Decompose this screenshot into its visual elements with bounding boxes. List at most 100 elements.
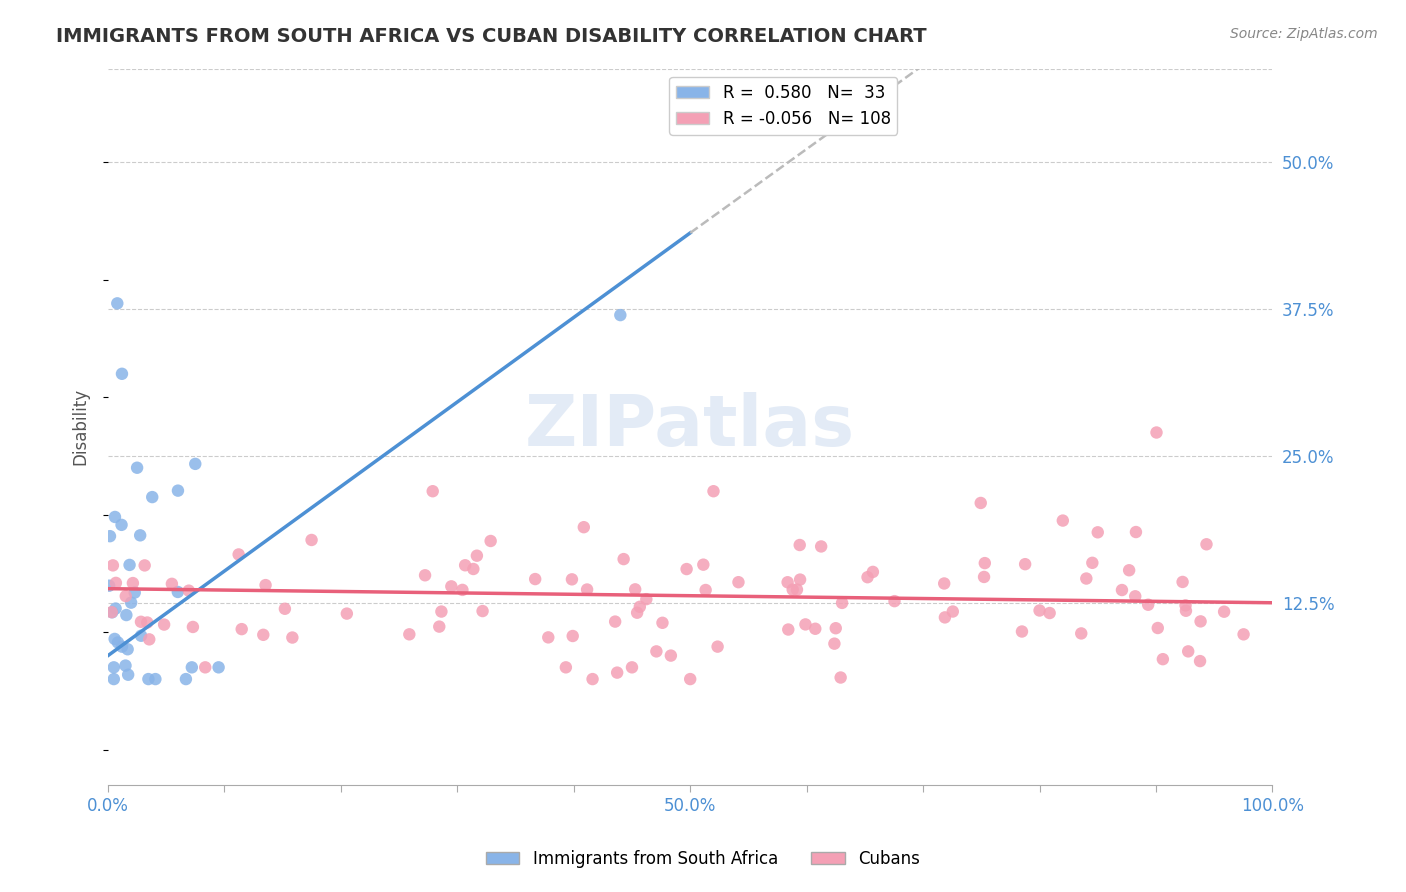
Point bbox=[1213, 605, 1236, 619]
Point bbox=[537, 631, 560, 645]
Point bbox=[107, 635, 129, 649]
Point bbox=[778, 623, 800, 637]
Point bbox=[129, 528, 152, 542]
Point bbox=[104, 575, 127, 590]
Point bbox=[98, 529, 121, 543]
Point bbox=[274, 601, 297, 615]
Point bbox=[606, 665, 628, 680]
Point bbox=[1087, 525, 1109, 540]
Point bbox=[103, 660, 125, 674]
Point bbox=[970, 496, 993, 510]
Point bbox=[651, 615, 673, 630]
Point bbox=[115, 608, 138, 623]
Point bbox=[824, 621, 846, 635]
Point bbox=[659, 648, 682, 663]
Point bbox=[181, 620, 204, 634]
Point bbox=[194, 660, 217, 674]
Point bbox=[104, 601, 127, 615]
Point bbox=[103, 672, 125, 686]
Point bbox=[98, 579, 121, 593]
Point bbox=[118, 558, 141, 572]
Point bbox=[1195, 537, 1218, 551]
Point bbox=[104, 510, 127, 524]
Point bbox=[934, 610, 956, 624]
Point bbox=[524, 572, 547, 586]
Point bbox=[138, 632, 160, 647]
Point bbox=[1052, 514, 1074, 528]
Point bbox=[110, 517, 132, 532]
Point bbox=[117, 642, 139, 657]
Point bbox=[789, 573, 811, 587]
Point bbox=[111, 367, 134, 381]
Point bbox=[1189, 654, 1212, 668]
Point bbox=[810, 540, 832, 554]
Point bbox=[942, 605, 965, 619]
Point bbox=[1123, 589, 1146, 603]
Point bbox=[1076, 572, 1098, 586]
Text: Source: ZipAtlas.com: Source: ZipAtlas.com bbox=[1230, 27, 1378, 41]
Point bbox=[167, 483, 190, 498]
Point bbox=[628, 599, 651, 614]
Point bbox=[177, 583, 200, 598]
Point bbox=[430, 605, 453, 619]
Point bbox=[572, 520, 595, 534]
Point bbox=[1028, 603, 1050, 617]
Point bbox=[1189, 615, 1212, 629]
Point bbox=[166, 585, 188, 599]
Point bbox=[138, 672, 160, 686]
Point bbox=[576, 582, 599, 597]
Point bbox=[105, 296, 128, 310]
Point bbox=[114, 658, 136, 673]
Legend: Immigrants from South Africa, Cubans: Immigrants from South Africa, Cubans bbox=[479, 844, 927, 875]
Point bbox=[782, 582, 804, 597]
Point bbox=[934, 576, 956, 591]
Point bbox=[114, 589, 136, 603]
Point bbox=[804, 622, 827, 636]
Point bbox=[281, 631, 304, 645]
Point bbox=[605, 615, 627, 629]
Point bbox=[398, 627, 420, 641]
Point bbox=[1174, 604, 1197, 618]
Point bbox=[1070, 626, 1092, 640]
Point bbox=[862, 565, 884, 579]
Point bbox=[675, 562, 697, 576]
Point bbox=[624, 582, 647, 597]
Point bbox=[451, 582, 474, 597]
Point bbox=[111, 640, 134, 654]
Point bbox=[101, 605, 124, 619]
Point bbox=[479, 533, 502, 548]
Y-axis label: Disability: Disability bbox=[72, 388, 89, 466]
Point bbox=[561, 572, 583, 586]
Point bbox=[136, 615, 159, 630]
Point bbox=[1011, 624, 1033, 639]
Point bbox=[100, 605, 122, 619]
Point bbox=[141, 490, 163, 504]
Point bbox=[561, 629, 583, 643]
Point bbox=[645, 644, 668, 658]
Point bbox=[1171, 574, 1194, 589]
Point bbox=[1111, 582, 1133, 597]
Point bbox=[706, 640, 728, 654]
Point bbox=[1137, 598, 1160, 612]
Point bbox=[228, 548, 250, 562]
Point bbox=[1014, 557, 1036, 571]
Point bbox=[471, 604, 494, 618]
Point bbox=[129, 615, 152, 629]
Point bbox=[101, 558, 124, 573]
Point bbox=[636, 592, 658, 607]
Point bbox=[117, 667, 139, 681]
Legend: R =  0.580   N=  33, R = -0.056   N= 108: R = 0.580 N= 33, R = -0.056 N= 108 bbox=[669, 77, 897, 135]
Point bbox=[609, 308, 631, 322]
Point bbox=[127, 460, 149, 475]
Point bbox=[104, 632, 127, 646]
Point bbox=[1081, 556, 1104, 570]
Point bbox=[180, 660, 202, 674]
Point bbox=[830, 671, 852, 685]
Point bbox=[1232, 627, 1254, 641]
Point bbox=[794, 617, 817, 632]
Point bbox=[160, 577, 183, 591]
Point bbox=[1146, 621, 1168, 635]
Point bbox=[831, 596, 853, 610]
Point bbox=[695, 582, 717, 597]
Point bbox=[692, 558, 714, 572]
